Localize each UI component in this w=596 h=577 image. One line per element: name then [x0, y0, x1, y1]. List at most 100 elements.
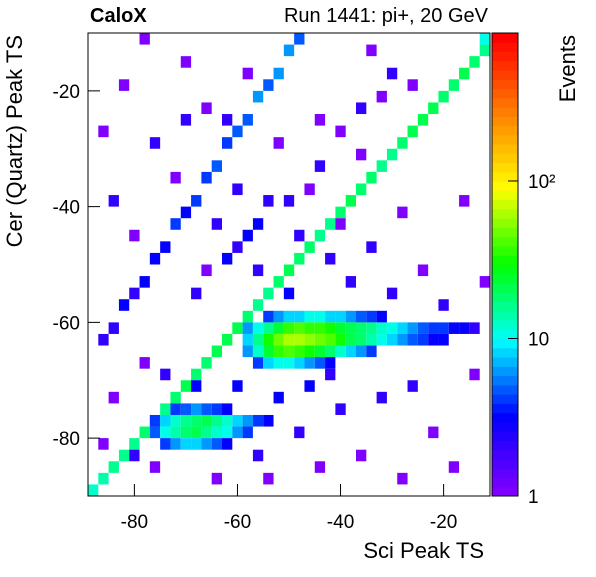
heatmap-cell: [356, 183, 367, 196]
x-tick-label: -40: [327, 512, 354, 533]
heatmap-cell: [304, 345, 315, 358]
heatmap-cell: [252, 449, 264, 462]
colorbar-swatch: [492, 208, 518, 219]
heatmap-cell: [407, 380, 418, 392]
heatmap-cell: [314, 322, 326, 334]
colorbar-swatch: [492, 347, 518, 358]
heatmap-cell: [366, 171, 377, 184]
heatmap-cell: [283, 357, 295, 369]
x-tick-label: -60: [224, 512, 251, 533]
heatmap-cell: [263, 310, 274, 323]
colorbar-swatch: [492, 264, 518, 275]
heatmap-cell: [232, 183, 243, 196]
heatmap-cell: [149, 461, 161, 473]
heatmap-cell: [438, 333, 449, 346]
colorbar-swatch: [492, 51, 518, 62]
heatmap-cell: [232, 414, 243, 427]
colorbar-swatch: [492, 107, 518, 117]
heatmap-cell: [211, 345, 222, 358]
heatmap-cell: [366, 345, 377, 358]
heatmap-cell: [149, 137, 161, 149]
heatmap-cell: [325, 310, 336, 323]
heatmap-cell: [345, 333, 356, 346]
colorbar-swatch: [492, 181, 518, 191]
heatmap-cell: [366, 333, 377, 346]
heatmap-cell: [180, 56, 192, 68]
heatmap-cell: [108, 195, 119, 207]
heatmap-cell: [211, 472, 222, 485]
heatmap-cell: [201, 426, 212, 439]
heatmap-cell: [469, 56, 480, 68]
heatmap-cell: [366, 322, 377, 334]
heatmap-cell: [356, 148, 367, 161]
heatmap-cell: [314, 229, 326, 242]
heatmap-cell: [283, 322, 295, 334]
heatmap-cell: [469, 322, 480, 334]
heatmap-cell: [263, 357, 274, 369]
heatmap-cell: [191, 414, 202, 427]
colorbar-swatch: [492, 486, 518, 497]
colorbar-swatch: [492, 320, 518, 330]
heatmap-cell: [304, 322, 315, 334]
colorbar-swatch: [492, 375, 518, 386]
heatmap-cell: [222, 333, 233, 346]
colorbar-swatch: [492, 431, 518, 441]
heatmap-cell: [479, 44, 490, 57]
colorbar-swatch: [492, 403, 518, 414]
colorbar-swatch: [492, 440, 518, 451]
heatmap-cell: [139, 276, 150, 288]
heatmap-cell: [201, 102, 212, 115]
heatmap-cell: [129, 438, 140, 450]
colorbar-swatch: [492, 421, 518, 432]
heatmap-cell: [314, 357, 326, 369]
heatmap-cell: [180, 206, 192, 219]
heatmap-cell: [170, 414, 181, 427]
heatmap-cell: [386, 322, 398, 334]
heatmap-cell: [304, 380, 315, 392]
heatmap-cell: [252, 264, 264, 277]
heatmap-cell: [283, 195, 295, 207]
heatmap-cell: [407, 333, 418, 346]
colorbar-swatch: [492, 97, 518, 108]
heatmap-cell: [139, 426, 150, 439]
chart-subtitle: Run 1441: pi+, 20 GeV: [284, 5, 489, 27]
heatmap-cell: [325, 333, 336, 346]
heatmap-cell: [232, 380, 243, 392]
heatmap-cell: [459, 67, 470, 80]
heatmap-cell: [448, 322, 460, 334]
heatmap-cell: [242, 345, 253, 358]
heatmap-cell: [448, 79, 460, 91]
heatmap-cell: [242, 414, 253, 427]
heatmap-cell: [263, 472, 274, 485]
heatmap-cell: [263, 195, 274, 207]
heatmap-cell: [180, 414, 192, 427]
heatmap-cell: [397, 206, 408, 219]
x-tick-label: -80: [121, 512, 148, 533]
heatmap-cell: [314, 345, 326, 358]
colorbar-swatch: [492, 236, 518, 247]
colorbar-tick-label: 10: [528, 329, 549, 350]
heatmap-cell: [191, 426, 202, 439]
heatmap-cell: [314, 310, 326, 323]
colorbar-label: Events: [555, 35, 580, 102]
heatmap-cell: [222, 426, 233, 439]
heatmap-cell: [407, 125, 418, 138]
heatmap-cell: [294, 322, 305, 334]
heatmap-cell: [211, 218, 222, 230]
heatmap-cell: [263, 414, 274, 427]
heatmap-cell: [252, 345, 264, 358]
heatmap-cell: [417, 264, 429, 277]
heatmap-cell: [314, 461, 326, 473]
heatmap-cell: [222, 438, 233, 450]
heatmap-cell: [191, 287, 202, 300]
heatmap-cell: [438, 322, 449, 334]
heatmap-cell: [263, 287, 274, 300]
heatmap-cell: [149, 414, 161, 427]
heatmap-cell: [129, 229, 140, 242]
heatmap-cell: [325, 322, 336, 334]
heatmap-cell: [273, 345, 284, 358]
colorbar-swatch: [492, 329, 518, 340]
heatmap-cell: [160, 438, 171, 450]
colorbar-swatch: [492, 199, 518, 210]
heatmap-cell: [325, 345, 336, 358]
